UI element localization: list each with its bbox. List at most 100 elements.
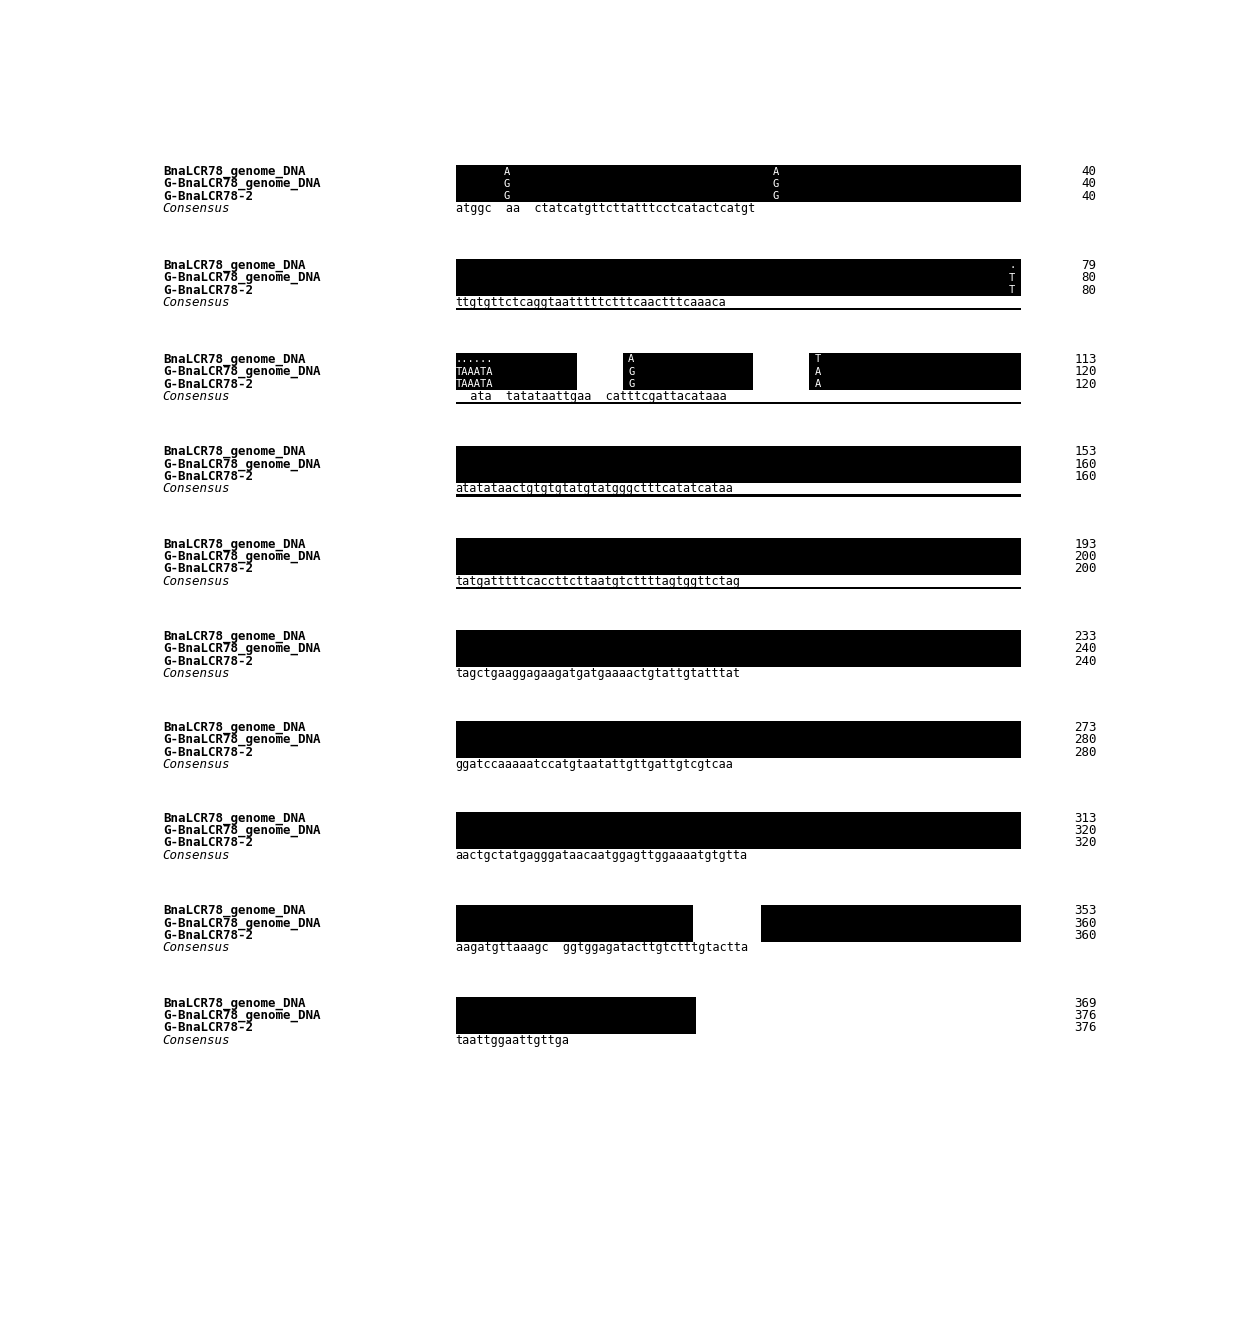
Text: 353: 353 — [1074, 904, 1096, 917]
Text: 200: 200 — [1074, 563, 1096, 576]
Text: T: T — [1009, 273, 1016, 283]
Text: G-BnaLCR78-2: G-BnaLCR78-2 — [162, 378, 253, 390]
Text: 320: 320 — [1074, 824, 1096, 837]
Text: T: T — [728, 918, 734, 928]
Text: .: . — [1009, 260, 1016, 271]
Text: 40: 40 — [1081, 178, 1096, 190]
Text: ......: ...... — [456, 354, 494, 365]
Text: taattggaattgttga: taattggaattgttga — [456, 1034, 569, 1047]
Text: aactgctatgagggataacaatggagttggaaaatgtgtta: aactgctatgagggataacaatggagttggaaaatgtgtt… — [456, 849, 748, 861]
Text: 193: 193 — [1074, 537, 1096, 551]
Text: 360: 360 — [1074, 929, 1096, 942]
Bar — [456, 997, 696, 1034]
Text: A: A — [815, 366, 821, 377]
Text: 240: 240 — [1074, 654, 1096, 667]
Text: 113: 113 — [1074, 353, 1096, 366]
Text: G-BnaLCR78-2: G-BnaLCR78-2 — [162, 654, 253, 667]
Text: BnaLCR78_genome_DNA: BnaLCR78_genome_DNA — [162, 537, 305, 551]
Text: 79: 79 — [1081, 259, 1096, 272]
Text: BnaLCR78_genome_DNA: BnaLCR78_genome_DNA — [162, 353, 305, 366]
Text: Consensus: Consensus — [162, 202, 231, 215]
Text: G-BnaLCR78_genome_DNA: G-BnaLCR78_genome_DNA — [162, 642, 320, 656]
Bar — [456, 812, 1022, 849]
Bar — [456, 722, 1022, 758]
Text: G: G — [629, 380, 635, 389]
Text: G-BnaLCR78-2: G-BnaLCR78-2 — [162, 746, 253, 759]
Text: 273: 273 — [1074, 721, 1096, 734]
Text: 120: 120 — [1074, 378, 1096, 390]
Bar — [456, 353, 1022, 390]
Text: 376: 376 — [1074, 1009, 1096, 1022]
Text: G-BnaLCR78-2: G-BnaLCR78-2 — [162, 929, 253, 942]
Text: G-BnaLCR78_genome_DNA: G-BnaLCR78_genome_DNA — [162, 178, 320, 190]
Text: G-BnaLCR78-2: G-BnaLCR78-2 — [162, 1022, 253, 1034]
Text: aagatgttaaagc  ggtggagatacttgtctttgtactta: aagatgttaaagc ggtggagatacttgtctttgtactta — [456, 941, 748, 954]
Text: G-BnaLCR78-2: G-BnaLCR78-2 — [162, 470, 253, 483]
Text: 376: 376 — [1074, 1022, 1096, 1034]
Text: Consensus: Consensus — [162, 482, 231, 495]
Text: Consensus: Consensus — [162, 296, 231, 309]
Text: 120: 120 — [1074, 365, 1096, 378]
Text: BnaLCR78_genome_DNA: BnaLCR78_genome_DNA — [162, 259, 305, 272]
Text: BnaLCR78_genome_DNA: BnaLCR78_genome_DNA — [162, 721, 305, 734]
Text: T: T — [1009, 285, 1016, 295]
Bar — [693, 905, 761, 942]
Text: 80: 80 — [1081, 271, 1096, 284]
Text: 360: 360 — [1074, 917, 1096, 930]
Text: ttgtgttctcaggtaatttttctttcaactttcaaaca: ttgtgttctcaggtaatttttctttcaactttcaaaca — [456, 296, 727, 309]
Text: G-BnaLCR78_genome_DNA: G-BnaLCR78_genome_DNA — [162, 734, 320, 746]
Text: BnaLCR78_genome_DNA: BnaLCR78_genome_DNA — [162, 630, 305, 644]
Text: 80: 80 — [1081, 284, 1096, 297]
Text: TAAATA: TAAATA — [456, 380, 494, 389]
Text: Consensus: Consensus — [162, 941, 231, 954]
Text: A: A — [773, 167, 779, 176]
Text: A: A — [815, 380, 821, 389]
Text: A: A — [503, 167, 510, 176]
Bar — [456, 587, 1022, 589]
Text: ata  tatataattgaa  catttcgattacataaa: ata tatataattgaa catttcgattacataaa — [456, 390, 727, 403]
Text: BnaLCR78_genome_DNA: BnaLCR78_genome_DNA — [162, 446, 305, 458]
Bar — [456, 259, 1022, 296]
Text: T: T — [815, 354, 821, 365]
Text: G-BnaLCR78-2: G-BnaLCR78-2 — [162, 836, 253, 849]
Text: 40: 40 — [1081, 190, 1096, 203]
Text: atggc  aa  ctatcatgttcttatttcctcatactcatgt: atggc aa ctatcatgttcttatttcctcatactcatgt — [456, 202, 755, 215]
Text: G-BnaLCR78_genome_DNA: G-BnaLCR78_genome_DNA — [162, 365, 320, 378]
Text: 233: 233 — [1074, 630, 1096, 644]
Text: 320: 320 — [1074, 836, 1096, 849]
Text: Consensus: Consensus — [162, 849, 231, 861]
Text: BnaLCR78_genome_DNA: BnaLCR78_genome_DNA — [162, 165, 305, 178]
Bar — [456, 905, 1022, 942]
Text: BnaLCR78_genome_DNA: BnaLCR78_genome_DNA — [162, 904, 305, 917]
Text: G-BnaLCR78_genome_DNA: G-BnaLCR78_genome_DNA — [162, 917, 320, 930]
Text: Consensus: Consensus — [162, 1034, 231, 1047]
Text: Consensus: Consensus — [162, 390, 231, 403]
Text: ggatccaaaaatccatgtaatattgttgattgtcgtcaa: ggatccaaaaatccatgtaatattgttgattgtcgtcaa — [456, 758, 734, 771]
Text: G-BnaLCR78-2: G-BnaLCR78-2 — [162, 284, 253, 297]
Text: Consensus: Consensus — [162, 667, 231, 681]
Text: G-BnaLCR78_genome_DNA: G-BnaLCR78_genome_DNA — [162, 1009, 320, 1022]
Bar — [456, 402, 1022, 405]
Text: G: G — [503, 179, 510, 188]
Text: G-BnaLCR78_genome_DNA: G-BnaLCR78_genome_DNA — [162, 551, 320, 563]
Text: 280: 280 — [1074, 746, 1096, 759]
Text: 240: 240 — [1074, 642, 1096, 656]
Text: A: A — [629, 354, 635, 365]
Text: G: G — [503, 191, 510, 202]
Text: 160: 160 — [1074, 470, 1096, 483]
Text: BnaLCR78_genome_DNA: BnaLCR78_genome_DNA — [162, 997, 305, 1010]
Text: tagctgaaggagaagatgatgaaaactgtattgtatttat: tagctgaaggagaagatgatgaaaactgtattgtatttat — [456, 667, 740, 681]
Text: Consensus: Consensus — [162, 758, 231, 771]
Text: Consensus: Consensus — [162, 575, 231, 588]
Text: G: G — [773, 191, 779, 202]
Bar — [456, 446, 1022, 483]
Text: 160: 160 — [1074, 458, 1096, 471]
Text: BnaLCR78_genome_DNA: BnaLCR78_genome_DNA — [162, 812, 305, 825]
Text: 369: 369 — [1074, 997, 1096, 1010]
Bar — [456, 494, 1022, 496]
Text: G: G — [629, 366, 635, 377]
Text: 153: 153 — [1074, 446, 1096, 458]
Text: G: G — [773, 179, 779, 188]
Text: atatataactgtgtgtatgtatgggctttcatatcataa: atatataactgtgtgtatgtatgggctttcatatcataa — [456, 482, 734, 495]
Text: 200: 200 — [1074, 551, 1096, 563]
